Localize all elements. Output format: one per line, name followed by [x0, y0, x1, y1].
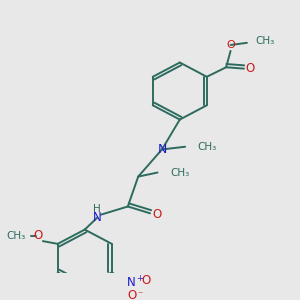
Text: O: O — [141, 274, 151, 287]
Text: N: N — [157, 143, 167, 156]
Text: ⁻: ⁻ — [137, 290, 142, 300]
Text: O: O — [127, 289, 136, 300]
Text: H: H — [93, 204, 101, 214]
Text: CH₃: CH₃ — [170, 167, 189, 178]
Text: CH₃: CH₃ — [7, 231, 26, 241]
Text: O: O — [34, 229, 43, 242]
Text: N: N — [93, 211, 102, 224]
Text: CH₃: CH₃ — [256, 37, 275, 46]
Text: O: O — [226, 40, 235, 50]
Text: O: O — [152, 208, 161, 221]
Text: O: O — [246, 62, 255, 75]
Text: CH₃: CH₃ — [197, 142, 216, 152]
Text: N: N — [127, 276, 136, 289]
Text: +: + — [136, 274, 143, 283]
